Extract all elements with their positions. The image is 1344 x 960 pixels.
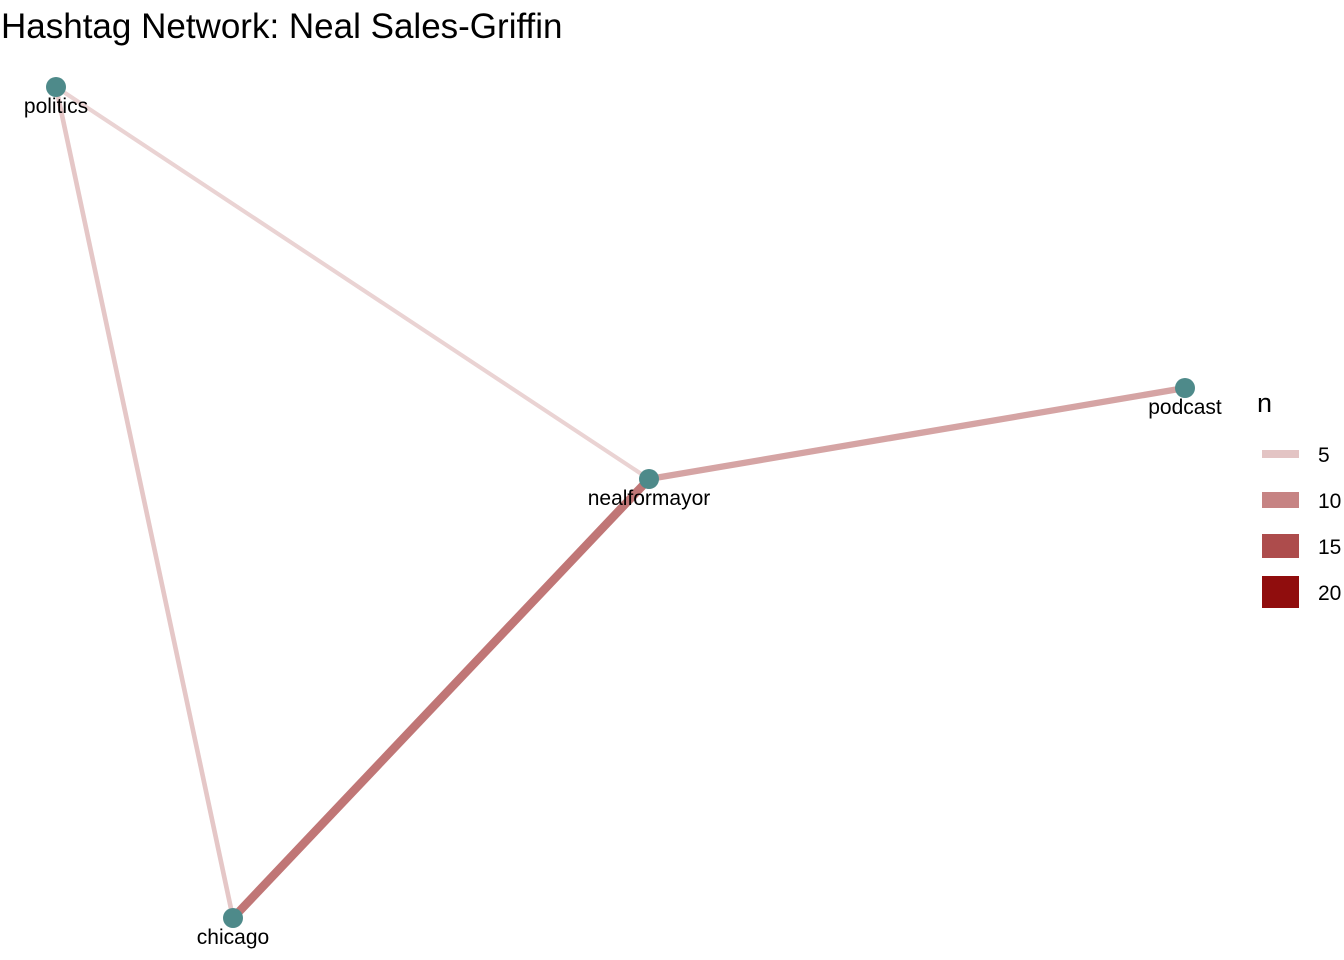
- legend-label-20: 20: [1318, 582, 1341, 605]
- legend: n 5 10 15 20: [1257, 388, 1341, 608]
- legend-label-5: 5: [1318, 444, 1330, 467]
- edge-nealformayor-podcast: [648, 384, 1186, 483]
- edge-nealformayor-chicago: [229, 476, 653, 921]
- node-label-nealformayor: nealformayor: [588, 487, 711, 510]
- node-label-chicago: chicago: [197, 926, 269, 949]
- legend-key-20: [1262, 576, 1299, 608]
- node-podcast: [1175, 378, 1195, 398]
- node-label-politics: politics: [24, 95, 88, 118]
- legend-key-5: [1262, 450, 1299, 458]
- legend-label-15: 15: [1318, 536, 1341, 559]
- legend-key-10: [1262, 492, 1299, 508]
- nodes-layer: [46, 77, 1195, 928]
- legend-title: n: [1257, 388, 1272, 418]
- node-label-podcast: podcast: [1148, 396, 1222, 419]
- node-politics: [46, 77, 66, 97]
- edge-politics-nealformayor: [54, 85, 651, 481]
- edge-politics-chicago: [53, 86, 236, 919]
- edges-layer: [53, 85, 1186, 921]
- node-nealformayor: [639, 469, 659, 489]
- page-title: Hashtag Network: Neal Sales-Griffin: [1, 7, 563, 46]
- legend-key-15: [1262, 534, 1299, 558]
- node-chicago: [223, 908, 243, 928]
- legend-label-10: 10: [1318, 490, 1341, 513]
- node-labels-layer: politics podcast nealformayor chicago: [24, 95, 1222, 949]
